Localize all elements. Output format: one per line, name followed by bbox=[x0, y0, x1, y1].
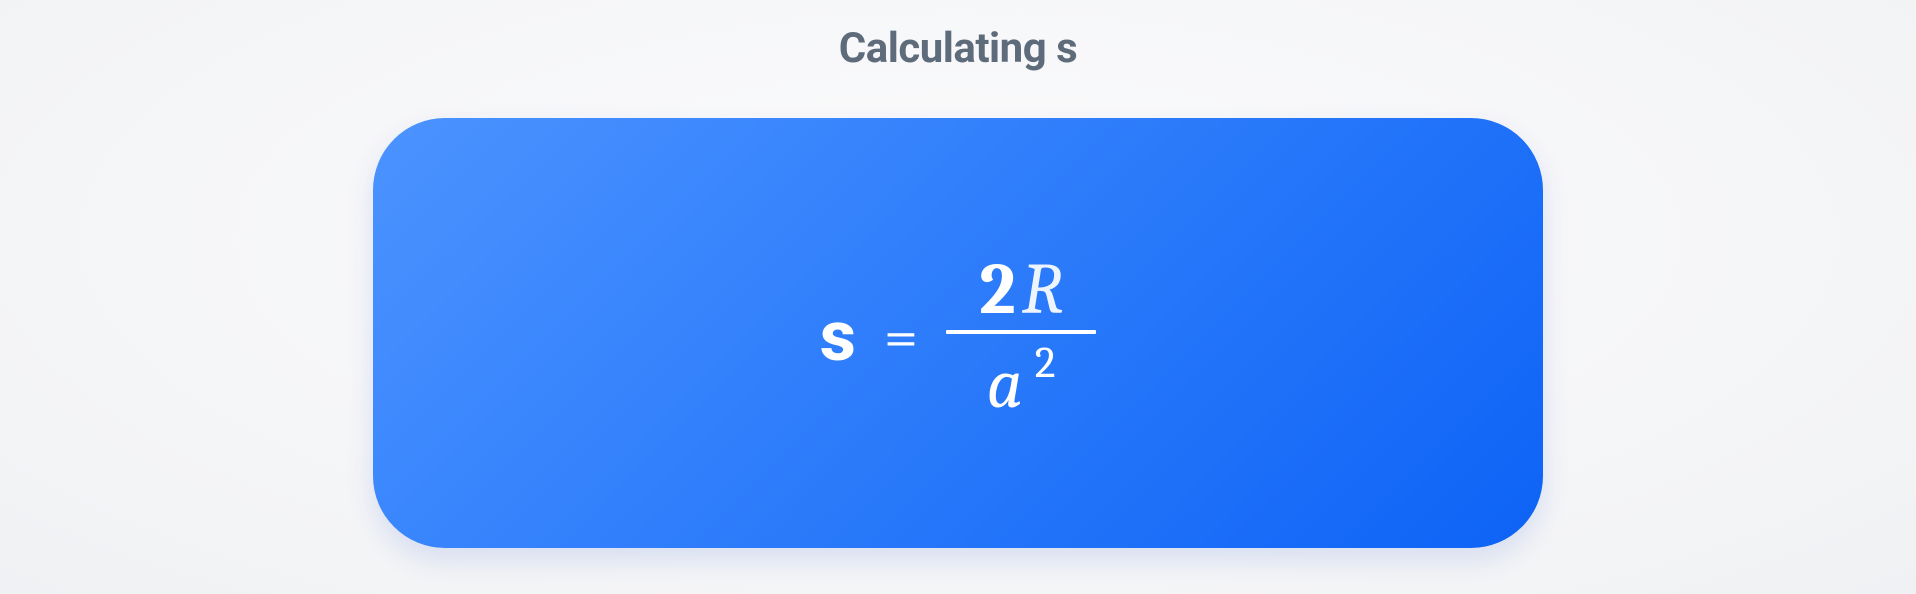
formula-numerator: 2 R bbox=[969, 250, 1073, 330]
formula: s = 2 R a 2 bbox=[820, 250, 1096, 424]
formula-card: s = 2 R a 2 bbox=[373, 118, 1543, 548]
formula-lhs: s bbox=[820, 302, 856, 372]
formula-fraction: 2 R a 2 bbox=[946, 250, 1096, 424]
denominator-base: a bbox=[987, 350, 1023, 420]
numerator-var: R bbox=[1022, 254, 1063, 326]
formula-equals: = bbox=[884, 306, 918, 368]
numerator-coef: 2 bbox=[979, 254, 1016, 326]
page-title: Calculating s bbox=[0, 24, 1916, 73]
denominator-exp: 2 bbox=[1035, 341, 1056, 385]
formula-denominator: a 2 bbox=[977, 346, 1066, 424]
